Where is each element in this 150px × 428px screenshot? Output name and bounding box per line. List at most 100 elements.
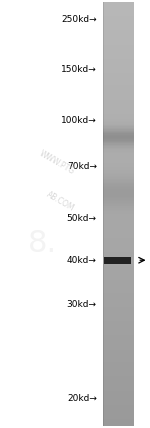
Bar xyxy=(103,116,134,118)
Text: 100kd→: 100kd→ xyxy=(61,116,97,125)
Bar xyxy=(103,382,134,383)
Bar xyxy=(103,409,134,410)
Bar xyxy=(103,379,134,380)
Bar xyxy=(103,29,134,30)
Bar xyxy=(103,54,134,56)
Bar xyxy=(103,345,134,347)
Bar xyxy=(103,129,134,131)
Bar xyxy=(103,355,134,357)
Bar xyxy=(103,126,134,128)
Bar xyxy=(103,306,134,307)
Bar xyxy=(103,286,134,288)
Bar xyxy=(103,97,134,98)
Bar xyxy=(103,71,134,73)
Bar xyxy=(103,132,134,134)
Bar xyxy=(103,88,134,90)
Bar xyxy=(103,396,134,398)
Bar xyxy=(103,2,104,426)
Bar xyxy=(103,211,134,213)
Bar xyxy=(103,149,134,151)
Bar xyxy=(103,264,134,265)
Bar xyxy=(103,390,134,392)
Bar xyxy=(103,21,134,22)
Bar xyxy=(103,383,134,385)
Bar xyxy=(103,124,134,125)
Bar xyxy=(103,115,134,116)
Bar xyxy=(103,196,134,197)
Bar xyxy=(103,419,134,420)
Bar xyxy=(103,327,134,328)
Bar xyxy=(103,22,134,24)
Bar xyxy=(103,310,134,312)
Bar xyxy=(103,190,134,191)
Bar xyxy=(103,371,134,372)
Bar xyxy=(103,364,134,365)
Bar xyxy=(103,218,134,220)
Bar xyxy=(103,393,134,395)
Bar xyxy=(103,378,134,379)
Bar xyxy=(103,191,134,193)
Bar xyxy=(103,16,134,18)
Bar xyxy=(103,313,134,314)
Bar xyxy=(103,101,134,102)
Bar xyxy=(103,2,134,3)
Bar xyxy=(103,323,134,324)
Bar xyxy=(103,105,134,107)
Bar xyxy=(103,36,134,38)
Bar xyxy=(103,60,134,62)
Bar xyxy=(103,275,134,276)
Bar xyxy=(103,62,134,63)
Bar xyxy=(103,80,134,81)
Bar xyxy=(103,92,134,94)
Bar xyxy=(103,119,134,121)
Bar xyxy=(103,70,134,71)
Bar xyxy=(103,380,134,382)
Bar xyxy=(103,25,134,26)
Bar xyxy=(103,362,134,364)
Bar xyxy=(103,163,134,164)
Bar xyxy=(103,83,134,84)
Bar xyxy=(103,261,134,262)
Bar xyxy=(103,128,134,129)
Bar xyxy=(103,194,134,196)
Bar xyxy=(103,139,134,140)
Bar xyxy=(103,146,134,148)
Bar xyxy=(103,403,134,405)
Bar xyxy=(103,273,134,275)
Bar xyxy=(103,248,134,249)
Bar xyxy=(103,151,134,152)
Bar xyxy=(103,326,134,327)
Bar xyxy=(103,43,134,45)
Bar xyxy=(103,15,134,16)
Bar xyxy=(103,197,134,199)
Bar xyxy=(103,159,134,160)
Bar xyxy=(103,385,134,386)
Bar xyxy=(103,235,134,237)
Bar xyxy=(103,225,134,227)
Bar xyxy=(103,357,134,358)
Bar xyxy=(103,35,134,36)
Bar xyxy=(103,77,134,78)
Bar xyxy=(103,189,134,190)
Bar xyxy=(103,237,134,238)
Bar xyxy=(103,420,134,422)
Bar xyxy=(103,42,134,43)
Bar xyxy=(103,293,134,294)
Bar xyxy=(103,11,134,12)
Bar xyxy=(103,296,134,297)
Bar xyxy=(103,3,134,5)
Bar xyxy=(103,317,134,318)
Bar xyxy=(103,13,134,15)
Text: 50kd→: 50kd→ xyxy=(67,214,97,223)
Bar xyxy=(103,78,134,80)
Bar xyxy=(103,46,134,48)
Bar xyxy=(103,125,134,126)
Bar xyxy=(103,142,134,143)
Bar xyxy=(103,201,134,203)
Bar xyxy=(103,68,134,70)
Bar xyxy=(103,45,134,46)
Bar xyxy=(103,331,134,333)
Bar xyxy=(103,321,134,323)
Bar xyxy=(103,200,134,201)
Bar xyxy=(103,302,134,303)
